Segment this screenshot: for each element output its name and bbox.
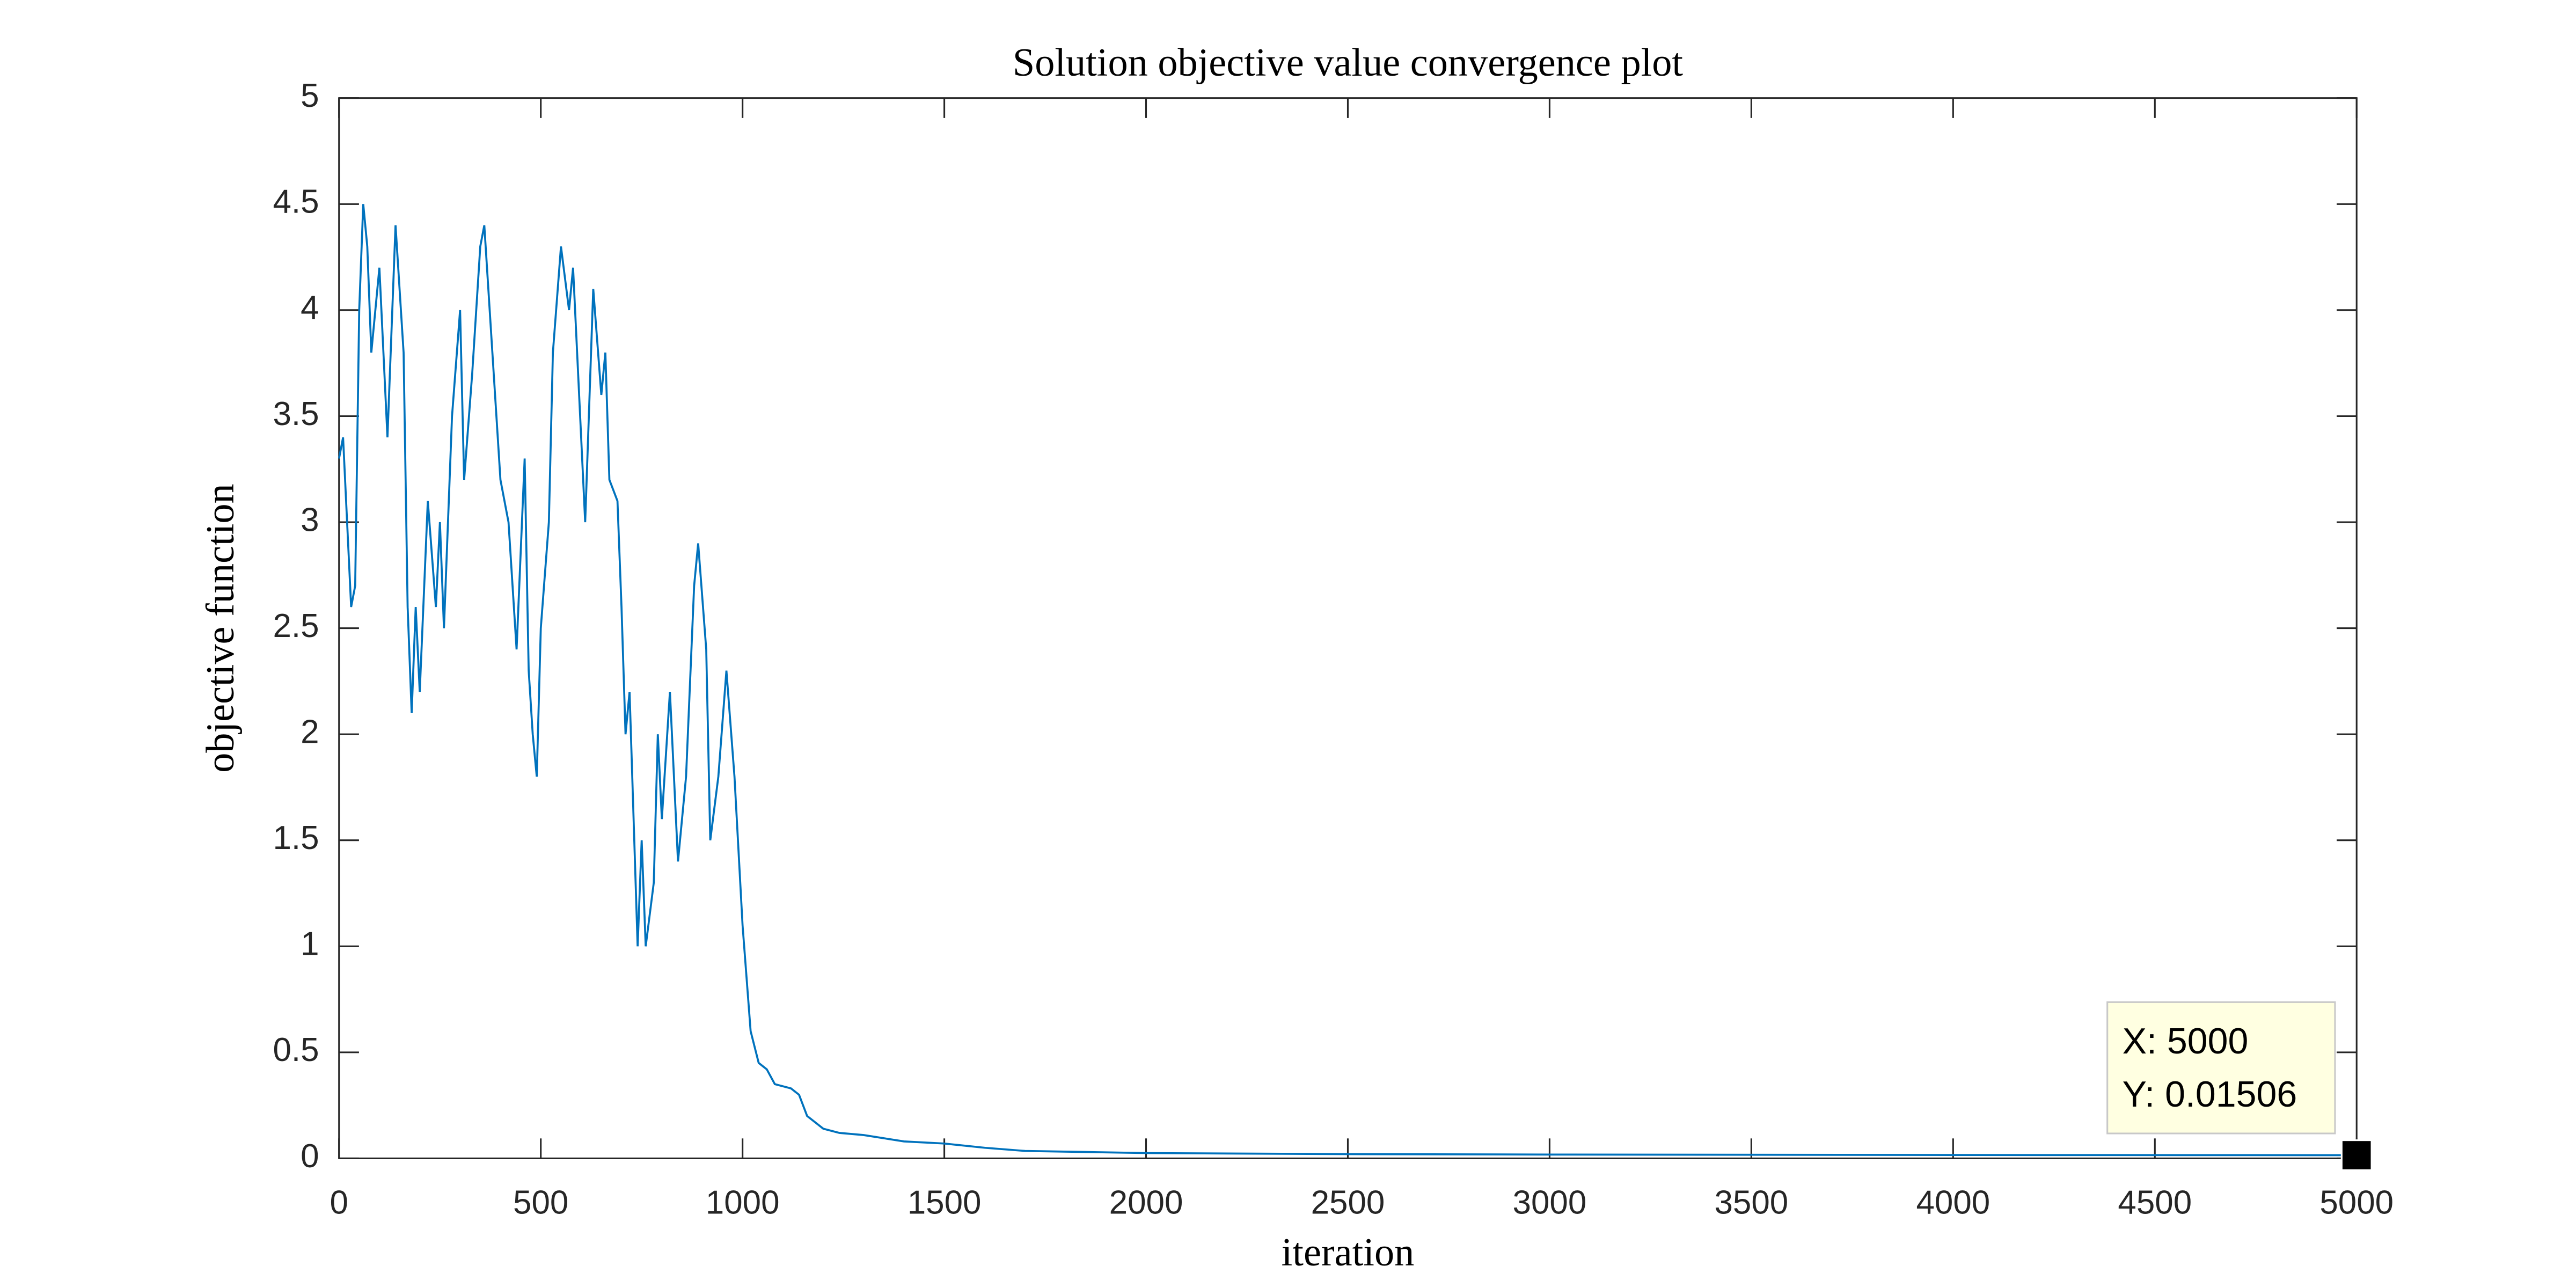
x-tick-label: 0 <box>330 1184 348 1221</box>
data-line <box>338 204 2357 1157</box>
x-tick-label: 3500 <box>1714 1184 1788 1221</box>
y-tick-label: 2.5 <box>273 608 319 645</box>
y-tick-label: 0.5 <box>273 1031 319 1069</box>
x-tick-label: 4000 <box>1916 1184 1990 1221</box>
y-tick-label: 5 <box>301 77 319 114</box>
y-tick-label: 3.5 <box>273 396 319 433</box>
x-tick-label: 1500 <box>908 1184 982 1221</box>
y-tick-label: 4 <box>301 289 319 326</box>
x-axis-label: iteration <box>1282 1231 1415 1275</box>
y-tick-label: 2 <box>301 714 319 751</box>
x-tick-label: 3000 <box>1513 1184 1587 1221</box>
y-axis-label: objective function <box>199 484 243 773</box>
x-tick-label: 2000 <box>1109 1184 1183 1221</box>
x-tick-label: 4500 <box>2118 1184 2192 1221</box>
y-tick-label: 0 <box>301 1138 319 1175</box>
x-tick-label: 5000 <box>2319 1184 2394 1221</box>
datatip-box <box>2106 1001 2336 1135</box>
plot-frame <box>338 97 2358 1159</box>
y-tick-label: 4.5 <box>273 184 319 221</box>
y-tick-label: 3 <box>301 501 319 538</box>
y-tick-label: 1 <box>301 926 319 963</box>
datatip-marker <box>2340 1139 2373 1171</box>
y-tick-label: 1.5 <box>273 819 319 857</box>
datatip-x-label: X: 5000 <box>2123 1021 2249 1062</box>
chart-title: Solution objective value convergence plo… <box>1013 41 1684 85</box>
x-tick-label: 2500 <box>1311 1184 1385 1221</box>
x-tick-label: 1000 <box>706 1184 780 1221</box>
datatip-y-label: Y: 0.01506 <box>2123 1074 2297 1115</box>
x-tick-label: 500 <box>513 1184 568 1221</box>
